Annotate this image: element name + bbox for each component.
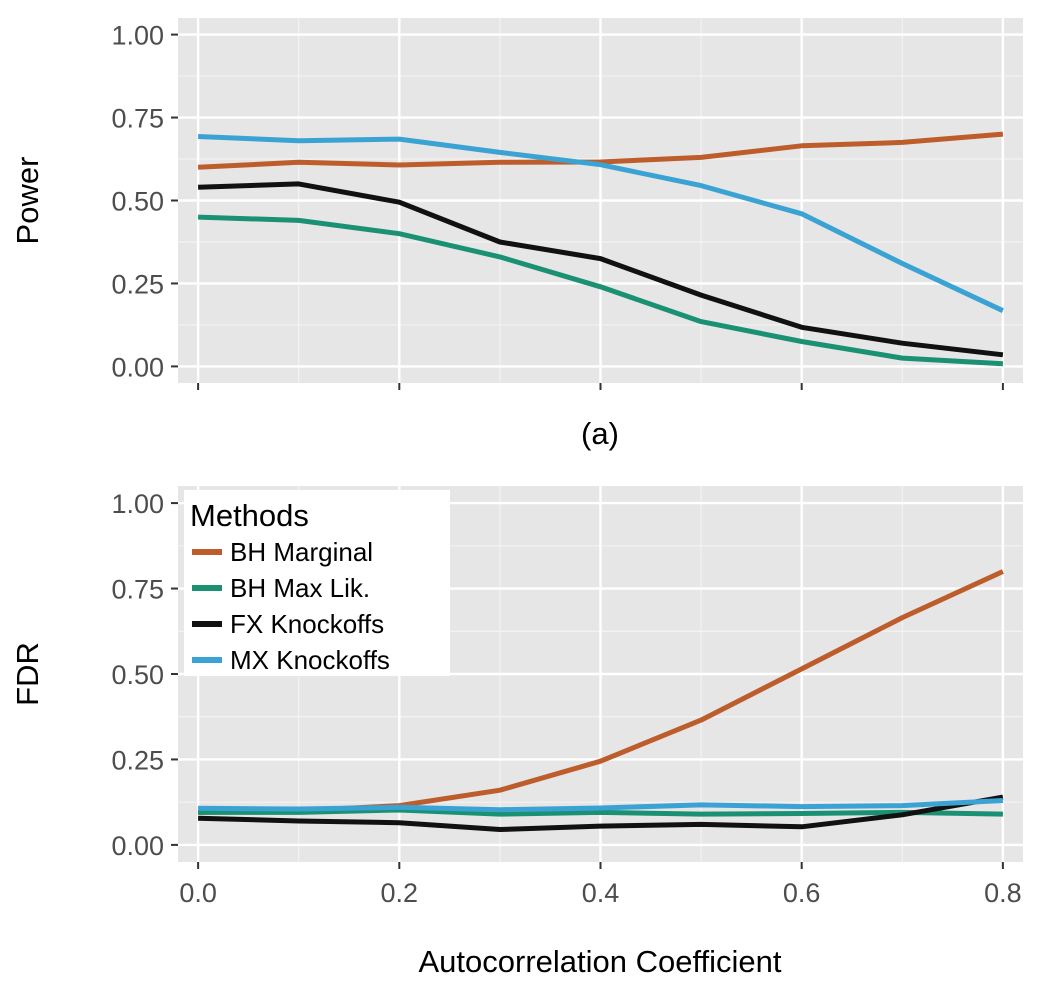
x-tick-label: 0.2: [381, 878, 419, 908]
y-tick-label: 0.00: [111, 831, 164, 861]
legend-label: MX Knockoffs: [230, 645, 390, 675]
legend-key: [192, 657, 222, 663]
y-tick-label: 0.25: [111, 269, 164, 299]
legend-key: [192, 549, 222, 555]
y-axis-title: Power: [10, 157, 45, 245]
legend-label: BH Max Lik.: [230, 573, 370, 603]
legend-title: Methods: [190, 498, 309, 533]
series-line-bh-max-lik: [198, 214, 1004, 367]
panel-label: (a): [581, 416, 619, 451]
x-tick-label: 0.4: [582, 878, 620, 908]
series-line-fx-knockoffs: [198, 794, 1004, 832]
x-tick-label: 0.0: [179, 878, 217, 908]
y-tick-label: 0.25: [111, 745, 164, 775]
series-line-fx-knockoffs: [198, 181, 1004, 358]
series-line-bh-max-lik: [198, 807, 1003, 817]
y-axis-title: FDR: [10, 642, 45, 706]
legend-label: FX Knockoffs: [230, 609, 384, 639]
y-tick-label: 0.75: [111, 575, 164, 605]
y-tick-label: 1.00: [111, 21, 164, 51]
legend-key: [192, 621, 222, 627]
y-tick-label: 1.00: [111, 489, 164, 519]
legend-box: [184, 490, 450, 676]
legend-key: [192, 585, 222, 591]
x-tick-label: 0.6: [783, 878, 821, 908]
legend-label: BH Marginal: [230, 537, 373, 567]
series-line-mx-knockoffs: [198, 798, 1004, 813]
x-axis-title: Autocorrelation Coefficient: [418, 944, 781, 979]
x-tick-label: 0.8: [984, 878, 1022, 908]
y-tick-label: 0.50: [111, 660, 164, 690]
series-line-bh-marginal: [197, 131, 1004, 170]
y-tick-label: 0.50: [111, 187, 164, 217]
series-line-mx-knockoffs: [197, 134, 1004, 313]
y-tick-label: 0.75: [111, 104, 164, 134]
y-tick-label: 0.00: [111, 352, 164, 382]
